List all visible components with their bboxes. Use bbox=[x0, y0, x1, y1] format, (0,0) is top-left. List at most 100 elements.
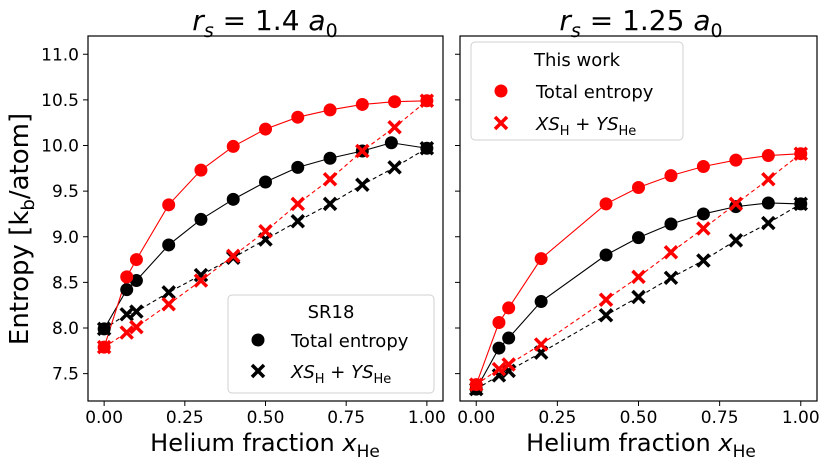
legend-entry-sum: XSH + YSHe bbox=[290, 362, 391, 387]
data-point-circle bbox=[120, 283, 134, 297]
data-point-x bbox=[258, 224, 273, 239]
data-point-circle bbox=[226, 139, 240, 153]
xlabel-main: Helium fraction bbox=[526, 429, 718, 457]
title-a: a bbox=[693, 4, 710, 37]
x-tick-label: 1.00 bbox=[408, 408, 446, 428]
data-point-x bbox=[225, 248, 241, 264]
panel-left-legend: SR18 Total entropy XSH + YSHe bbox=[227, 294, 435, 394]
data-point-circle bbox=[162, 238, 176, 252]
legend-marker-circle bbox=[251, 333, 265, 347]
y-tick-label: 7.5 bbox=[52, 365, 79, 385]
data-point-circle bbox=[259, 175, 272, 189]
data-point-x bbox=[793, 146, 809, 161]
data-point-x bbox=[419, 141, 435, 156]
data-point-circle bbox=[388, 95, 402, 109]
x-tick-label: 0.75 bbox=[701, 408, 739, 428]
data-point-x bbox=[119, 307, 134, 322]
xlabel-sub: He bbox=[357, 442, 380, 462]
data-point-circle bbox=[534, 295, 548, 309]
panel-left: rs = 1.4 a0 Helium fraction xHe 0.00 0.25… bbox=[41, 4, 446, 462]
data-point-circle bbox=[761, 196, 775, 210]
data-point-x bbox=[193, 273, 209, 288]
legend-entry-total: Total entropy bbox=[290, 331, 409, 352]
title-r: r bbox=[192, 4, 205, 37]
data-point-x bbox=[161, 297, 176, 312]
leg-plus: + bbox=[570, 114, 597, 135]
data-point-x bbox=[355, 177, 370, 192]
data-point-x bbox=[96, 321, 112, 337]
data-point-circle bbox=[162, 198, 176, 212]
y-tick-label: 8.0 bbox=[52, 319, 79, 339]
data-point-circle bbox=[355, 97, 369, 111]
data-point-circle bbox=[729, 153, 743, 167]
title-r: r bbox=[559, 4, 572, 37]
data-point-x bbox=[663, 245, 679, 260]
leg-plus: + bbox=[325, 362, 352, 383]
data-point-x bbox=[696, 253, 711, 268]
legend-frame bbox=[470, 41, 684, 141]
data-point-circle bbox=[502, 331, 516, 345]
series-line bbox=[475, 153, 802, 386]
title-sub-s: s bbox=[571, 20, 581, 42]
panel-left-title: rs = 1.4 a0 bbox=[192, 4, 337, 42]
data-point-circle bbox=[664, 169, 678, 183]
title-sub-0: 0 bbox=[711, 20, 723, 42]
x-tick-label: 1.00 bbox=[782, 408, 820, 428]
data-point-x bbox=[598, 307, 614, 323]
data-point-circle bbox=[291, 160, 305, 174]
legend-title: This work bbox=[533, 50, 621, 71]
leg-YS: YS bbox=[351, 362, 373, 383]
legend-marker-x bbox=[493, 115, 509, 131]
data-point-circle bbox=[492, 341, 506, 355]
leg-XS: XS bbox=[535, 114, 560, 135]
xlabel-var: x bbox=[341, 429, 357, 457]
leg-H: H bbox=[315, 372, 325, 387]
data-point-circle bbox=[502, 301, 516, 315]
data-point-x bbox=[793, 196, 809, 212]
x-tick-label: 0.25 bbox=[166, 408, 204, 428]
panel-left-xlabel: Helium fraction xHe bbox=[150, 429, 380, 462]
data-point-circle bbox=[729, 200, 743, 214]
data-point-x bbox=[193, 267, 209, 283]
x-tick-label: 0.50 bbox=[247, 408, 285, 428]
data-point-x bbox=[387, 160, 402, 175]
x-tick-label: 0.25 bbox=[538, 408, 576, 428]
data-point-circle bbox=[384, 136, 398, 150]
data-point-circle bbox=[226, 192, 240, 206]
leg-H: H bbox=[560, 124, 570, 139]
data-point-x bbox=[161, 285, 176, 300]
data-point-circle bbox=[194, 163, 208, 177]
data-point-x bbox=[468, 377, 484, 392]
y-tick-label: 8.5 bbox=[52, 273, 79, 293]
y-tick-label: 9.0 bbox=[52, 228, 79, 248]
data-point-x bbox=[387, 120, 402, 135]
xlabel-var: x bbox=[717, 429, 733, 457]
x-tick-label: 0.00 bbox=[457, 408, 495, 428]
data-point-circle bbox=[120, 270, 134, 284]
y-axis-label-main: Entropy [k bbox=[5, 211, 35, 345]
data-point-circle bbox=[599, 248, 613, 262]
data-point-x bbox=[322, 196, 338, 212]
y-tick-label: 10.0 bbox=[41, 137, 79, 157]
data-point-x bbox=[696, 221, 711, 236]
data-point-x bbox=[533, 337, 549, 352]
data-point-circle bbox=[323, 103, 337, 117]
data-point-circle bbox=[632, 180, 645, 194]
xlabel-main: Helium fraction bbox=[150, 429, 342, 457]
data-point-x bbox=[119, 325, 134, 340]
y-axis-label-tail: /atom] bbox=[5, 113, 35, 199]
data-point-circle bbox=[632, 231, 645, 245]
data-point-circle bbox=[129, 253, 143, 267]
panel-right-legend: This work Total entropy XSH + YSHe bbox=[470, 41, 684, 141]
data-point-circle bbox=[492, 316, 506, 330]
data-point-x bbox=[501, 357, 516, 372]
data-point-x bbox=[355, 143, 370, 159]
panel-right-xlabel: Helium fraction xHe bbox=[526, 429, 756, 462]
data-point-x bbox=[631, 269, 646, 285]
title-a: a bbox=[308, 4, 325, 37]
data-point-x bbox=[419, 93, 435, 109]
y-tick-label: 9.5 bbox=[52, 182, 79, 202]
xlabel-sub: He bbox=[733, 442, 756, 462]
y-axis-label: Entropy [kb/atom] bbox=[5, 113, 39, 345]
